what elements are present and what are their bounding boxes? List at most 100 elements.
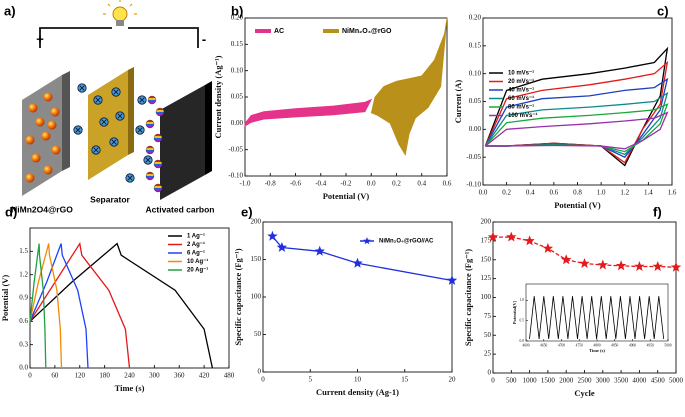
marker <box>597 259 608 270</box>
wire <box>39 27 199 48</box>
legend-label: NiMn₂O₄@rGO//AC <box>379 239 434 245</box>
x-tick-label: 0.2 <box>392 180 401 188</box>
x-tick-label: 10 <box>354 376 362 384</box>
label: NiMn2O4@rGO <box>11 204 73 214</box>
marker <box>561 254 572 265</box>
y-axis-label: Specific capacitance (Fg⁻¹) <box>233 248 243 345</box>
x-tick-label: 360 <box>174 372 185 380</box>
active-particles <box>25 92 61 183</box>
y-tick-label: 150 <box>251 255 262 263</box>
x-tick-label: 0.0 <box>367 180 376 188</box>
legend-label: 2 Ag⁻¹ <box>187 241 205 248</box>
y-tick-label: 200 <box>251 218 262 226</box>
legend-swatch <box>255 29 271 33</box>
x-tick-label: 500 <box>506 377 517 385</box>
x-tick-label: 0.6 <box>443 180 452 188</box>
x-tick-label: 15 <box>401 376 409 384</box>
cv-area <box>244 98 373 127</box>
legend-label: 1 Ag⁻¹ <box>187 233 205 240</box>
y-tick-label: -0.10 <box>228 172 243 180</box>
x-axis-label: Cycle <box>574 388 595 398</box>
y-axis-label: Potential (V) <box>0 275 10 322</box>
y-tick-label: 100 <box>481 293 492 301</box>
x-tick-label: 1000 <box>523 377 538 385</box>
legend-label: 100 mVs⁻¹ <box>508 112 538 119</box>
panel-label: b) <box>231 3 243 18</box>
y-tick-label: 125 <box>481 274 492 282</box>
bulb-base <box>116 20 124 26</box>
legend-label: 6 Ag⁻¹ <box>187 250 205 257</box>
legend-label: 80 mVs⁻¹ <box>508 104 534 111</box>
x-axis-label: Time (s) <box>115 383 145 393</box>
x-tick-label: -0.6 <box>290 180 302 188</box>
x-tick-label: 4700 <box>558 343 565 347</box>
marker <box>579 258 590 268</box>
panel-label: a) <box>4 3 16 18</box>
marker <box>524 235 535 246</box>
separator-side <box>128 67 134 155</box>
y-tick-label: 0.6 <box>19 317 28 325</box>
x-tick-label: 180 <box>99 372 110 380</box>
label: Separator <box>90 194 130 204</box>
y-tick-label: 75 <box>484 312 492 320</box>
series-line <box>29 243 89 369</box>
legend-label: 10 mVs⁻¹ <box>508 70 534 77</box>
marker <box>276 242 288 252</box>
x-tick-label: -0.4 <box>315 180 327 188</box>
x-tick-label: 1500 <box>541 377 556 385</box>
series-line <box>29 243 47 369</box>
legend-label: 40 mVs⁻¹ <box>508 87 534 94</box>
x-tick-label: 0.8 <box>573 189 582 197</box>
y-axis-label: Potential(V) <box>512 300 517 324</box>
y-tick-label: 1.5 <box>19 247 28 255</box>
x-axis-label: Potential (V) <box>554 200 601 210</box>
panel-label: d) <box>5 204 17 219</box>
y-tick-label: 0.10 <box>469 69 482 77</box>
adsorbed-ions <box>145 95 165 193</box>
carbon-side <box>205 81 212 175</box>
x-tick-label: 0.4 <box>526 189 535 197</box>
electrode-right <box>160 85 205 200</box>
panel-label: c) <box>657 3 669 18</box>
marker <box>446 275 458 285</box>
y-tick-label: 0.0 <box>19 364 28 372</box>
y-tick-label: 25 <box>484 350 492 358</box>
series-line <box>484 111 669 150</box>
x-tick-label: 480 <box>224 372 235 380</box>
inset-line <box>529 296 665 340</box>
y-tick-label: 0.05 <box>231 93 244 101</box>
y-tick-label: 50 <box>484 331 492 339</box>
x-tick-label: 300 <box>149 372 160 380</box>
x-tick-label: 2500 <box>578 377 593 385</box>
y-tick-label: 1.0 <box>520 298 525 302</box>
label: Activated carbon <box>146 204 215 214</box>
x-tick-label: 20 <box>449 376 457 384</box>
separator <box>88 70 128 180</box>
y-tick-label: 0.9 <box>19 294 28 302</box>
x-tick-label: 3500 <box>614 377 629 385</box>
x-tick-label: 0.6 <box>550 189 559 197</box>
x-tick-label: 4800 <box>593 343 600 347</box>
x-tick-label: 5000 <box>669 377 684 385</box>
x-tick-label: 0.4 <box>417 180 426 188</box>
x-tick-label: 4950 <box>647 343 654 347</box>
legend-label: 60 mVs⁻¹ <box>508 95 534 102</box>
x-tick-label: 0 <box>261 376 265 384</box>
x-axis-label: Time (s) <box>589 348 605 353</box>
y-tick-label: 0.00 <box>231 119 244 127</box>
marker <box>314 245 325 256</box>
x-tick-label: 0.0 <box>479 189 488 197</box>
x-tick-label: 4750 <box>576 343 583 347</box>
x-tick-label: 1.0 <box>597 189 606 197</box>
x-tick-label: 420 <box>199 372 210 380</box>
minus-sign: - <box>202 31 206 46</box>
panel-label: f) <box>653 204 662 219</box>
y-tick-label: 0.0 <box>520 339 525 343</box>
x-tick-label: -0.8 <box>265 180 277 188</box>
marker <box>506 231 517 242</box>
marker <box>352 257 363 268</box>
bulb <box>112 6 128 22</box>
x-tick-label: -1.0 <box>239 180 251 188</box>
legend-label: NiMn₂O₄@rGO <box>342 28 392 35</box>
